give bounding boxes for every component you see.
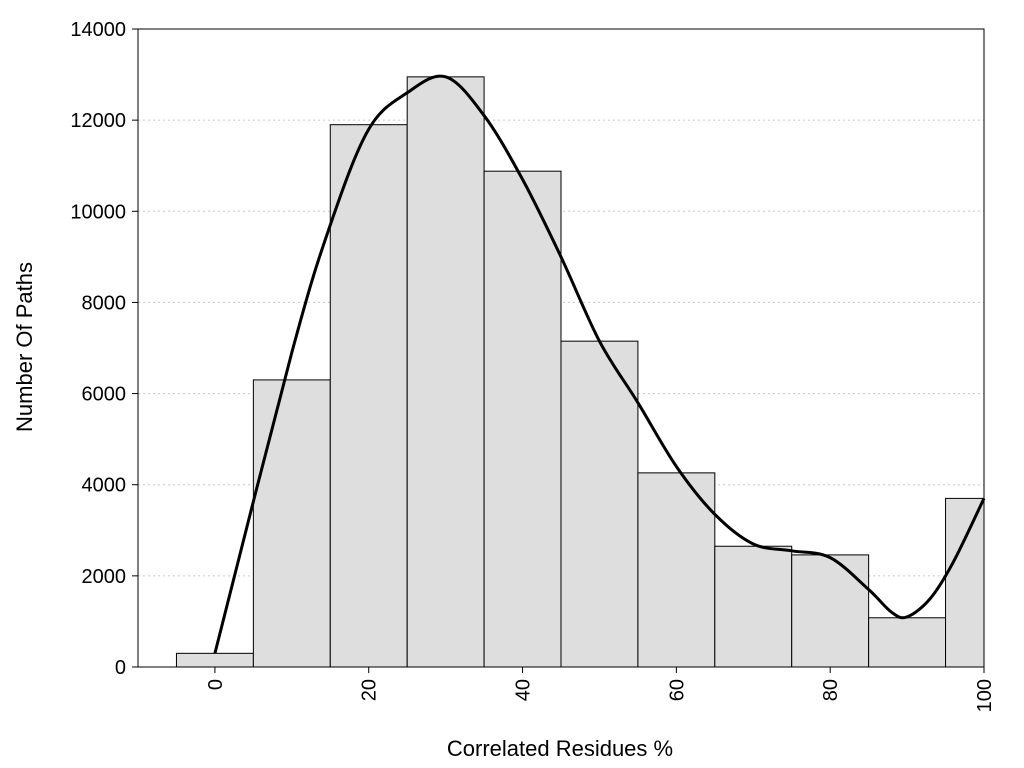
- x-tick-label: 40: [513, 679, 535, 701]
- x-tick-label: 20: [359, 679, 381, 701]
- y-tick-label: 12000: [70, 110, 126, 132]
- histogram-bar: [945, 497, 985, 668]
- y-tick-label: 6000: [82, 384, 127, 406]
- y-tick-label: 10000: [70, 201, 126, 223]
- x-tick-label: 100: [974, 679, 996, 712]
- y-axis-label: Number Of Paths: [12, 262, 37, 432]
- histogram-bar: [637, 472, 716, 668]
- y-tick-label: 8000: [82, 292, 127, 314]
- density-curve: [213, 74, 986, 654]
- histogram-bar: [252, 379, 331, 668]
- x-tick-label: 60: [666, 679, 688, 701]
- histogram-bar: [406, 76, 485, 668]
- histogram-bar: [560, 340, 639, 668]
- histogram-bars: [175, 76, 985, 668]
- x-axis-label: Correlated Residues %: [447, 736, 673, 761]
- histogram-bar: [714, 545, 793, 668]
- y-tick-label: 0: [115, 657, 126, 679]
- y-tick-label: 14000: [70, 19, 126, 41]
- x-axis-tick-labels: 0 20 40 60 80 100: [205, 679, 996, 712]
- y-tick-label: 2000: [82, 566, 127, 588]
- axis-ticks: [132, 28, 985, 673]
- histogram-bar: [329, 124, 408, 668]
- x-tick-label: 80: [820, 679, 842, 701]
- histogram-bar: [791, 554, 870, 668]
- histogram-bar: [483, 170, 562, 668]
- y-tick-label: 4000: [82, 475, 127, 497]
- histogram-bar: [868, 617, 947, 668]
- histogram-bar: [175, 652, 254, 668]
- y-axis-tick-labels: 0 2000 4000 6000 8000 10000 12000 14000: [70, 19, 126, 679]
- plot-frame: [137, 28, 985, 668]
- x-tick-label: 0: [205, 679, 227, 690]
